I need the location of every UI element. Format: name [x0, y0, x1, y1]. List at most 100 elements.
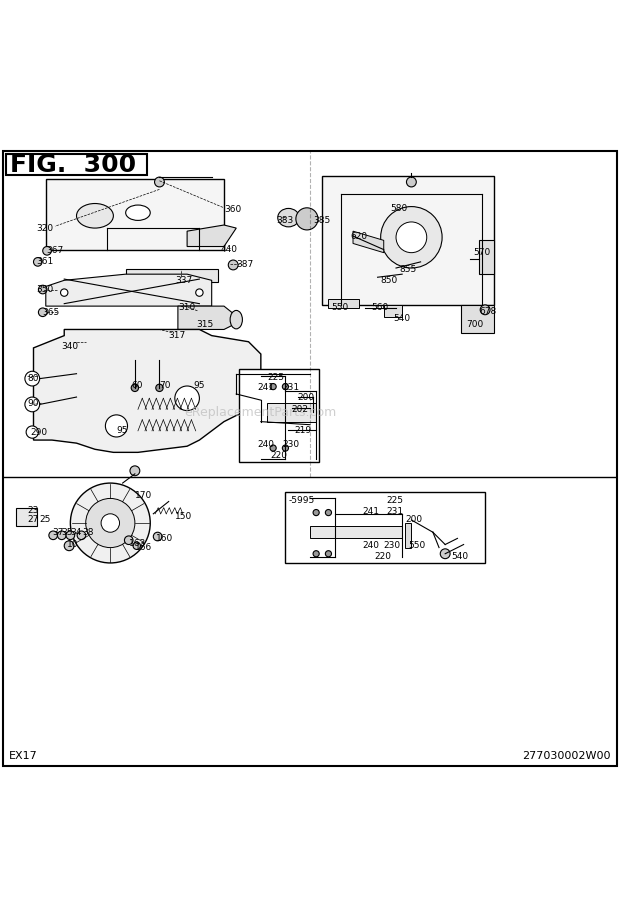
Text: FIG.  300: FIG. 300 — [10, 153, 136, 177]
Text: 95: 95 — [117, 426, 128, 436]
Text: 166: 166 — [135, 543, 152, 552]
Text: 225: 225 — [267, 373, 284, 381]
Text: 620: 620 — [350, 232, 367, 240]
Circle shape — [26, 425, 38, 438]
Text: 150: 150 — [175, 513, 192, 522]
Ellipse shape — [126, 205, 150, 220]
Bar — [46, 179, 224, 249]
Circle shape — [38, 285, 47, 293]
Polygon shape — [405, 523, 412, 547]
Text: 231: 231 — [387, 507, 404, 516]
Text: 220: 220 — [270, 451, 287, 460]
Text: 360: 360 — [224, 205, 241, 215]
Circle shape — [33, 258, 42, 266]
Text: 200: 200 — [298, 392, 315, 402]
Ellipse shape — [230, 311, 242, 329]
Polygon shape — [353, 231, 384, 253]
Circle shape — [105, 414, 128, 437]
Text: 230: 230 — [384, 541, 401, 550]
Text: 231: 231 — [282, 383, 299, 392]
Text: 241: 241 — [258, 383, 275, 392]
Bar — [126, 270, 218, 282]
Text: 560: 560 — [371, 304, 389, 313]
Text: 277030002W00: 277030002W00 — [523, 751, 611, 761]
Text: 550: 550 — [332, 304, 349, 313]
Text: 60: 60 — [132, 381, 143, 391]
Text: 580: 580 — [390, 204, 407, 213]
Text: 38: 38 — [82, 527, 94, 536]
Circle shape — [61, 289, 68, 296]
Circle shape — [196, 289, 203, 296]
Text: 200: 200 — [405, 515, 422, 525]
Text: 34: 34 — [70, 527, 82, 536]
Circle shape — [70, 483, 150, 563]
Text: 350: 350 — [37, 285, 54, 294]
Polygon shape — [310, 526, 402, 538]
Text: 383: 383 — [276, 215, 293, 225]
Circle shape — [270, 383, 276, 390]
Circle shape — [154, 177, 164, 187]
Circle shape — [313, 551, 319, 557]
Circle shape — [125, 536, 133, 545]
Text: 320: 320 — [37, 224, 54, 233]
Text: 540: 540 — [451, 552, 469, 561]
Circle shape — [326, 551, 332, 557]
Ellipse shape — [76, 204, 113, 228]
Text: 160: 160 — [156, 534, 174, 543]
Circle shape — [396, 222, 427, 253]
Text: eReplacementParts.com: eReplacementParts.com — [185, 406, 337, 419]
Text: 337: 337 — [175, 276, 192, 285]
Circle shape — [130, 466, 140, 476]
Text: 90: 90 — [27, 399, 39, 408]
Circle shape — [153, 532, 162, 541]
Text: 700: 700 — [467, 320, 484, 329]
Text: 385: 385 — [313, 215, 330, 225]
Text: 80: 80 — [27, 374, 39, 383]
Text: 290: 290 — [30, 427, 48, 436]
Text: 202: 202 — [291, 404, 309, 414]
Circle shape — [25, 371, 40, 386]
Circle shape — [86, 499, 135, 547]
Circle shape — [66, 531, 74, 539]
Circle shape — [156, 384, 163, 392]
Text: 220: 220 — [374, 552, 391, 561]
Text: 230: 230 — [282, 440, 299, 449]
Text: 25: 25 — [40, 515, 51, 525]
Text: 678: 678 — [479, 306, 496, 315]
Circle shape — [58, 531, 66, 539]
Circle shape — [131, 384, 138, 392]
Circle shape — [381, 206, 442, 268]
Circle shape — [313, 510, 319, 515]
Text: 361: 361 — [37, 258, 54, 266]
Text: 219: 219 — [294, 426, 312, 436]
Ellipse shape — [278, 208, 299, 226]
Circle shape — [133, 542, 140, 549]
Text: 95: 95 — [193, 381, 205, 391]
Text: 27: 27 — [27, 515, 38, 525]
Polygon shape — [479, 240, 494, 274]
Circle shape — [480, 304, 490, 315]
Circle shape — [407, 177, 416, 187]
Text: 10: 10 — [68, 540, 79, 549]
Text: 340: 340 — [61, 342, 78, 351]
Circle shape — [296, 208, 318, 230]
Circle shape — [25, 397, 40, 412]
Polygon shape — [267, 403, 316, 422]
Polygon shape — [33, 329, 261, 452]
Text: 170: 170 — [135, 491, 152, 500]
Text: 850: 850 — [381, 276, 398, 285]
Text: 317: 317 — [169, 331, 186, 340]
Polygon shape — [76, 337, 113, 348]
Polygon shape — [46, 274, 211, 306]
Text: 70: 70 — [159, 381, 171, 391]
Text: 37: 37 — [52, 527, 63, 536]
Text: 241: 241 — [362, 507, 379, 516]
Circle shape — [43, 247, 51, 255]
Bar — [16, 508, 37, 526]
Circle shape — [326, 510, 332, 515]
Text: 315: 315 — [197, 320, 213, 329]
Circle shape — [101, 514, 120, 532]
Circle shape — [440, 548, 450, 558]
Text: 240: 240 — [258, 440, 275, 449]
Bar — [285, 492, 485, 563]
